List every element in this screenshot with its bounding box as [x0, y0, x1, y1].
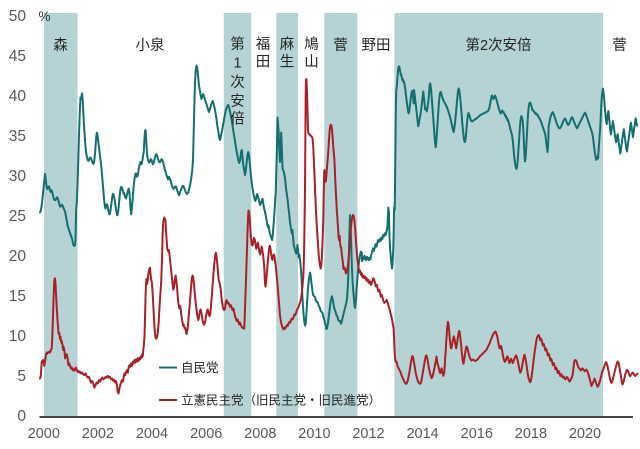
- svg-text:2018: 2018: [515, 426, 547, 442]
- svg-text:2002: 2002: [82, 426, 114, 442]
- svg-text:小泉: 小泉: [136, 37, 165, 54]
- svg-text:25: 25: [9, 208, 26, 225]
- svg-text:5: 5: [17, 368, 26, 385]
- svg-text:2014: 2014: [406, 426, 438, 442]
- svg-text:1: 1: [233, 56, 241, 72]
- svg-text:2000: 2000: [28, 426, 60, 442]
- svg-text:野田: 野田: [362, 37, 391, 54]
- svg-text:2020: 2020: [569, 426, 601, 442]
- svg-text:菅: 菅: [333, 37, 348, 54]
- svg-text:0: 0: [17, 408, 26, 425]
- svg-text:2004: 2004: [136, 426, 168, 442]
- svg-text:2010: 2010: [298, 426, 330, 442]
- svg-text:30: 30: [9, 168, 27, 185]
- svg-text:45: 45: [9, 48, 26, 65]
- svg-text:森: 森: [53, 37, 68, 54]
- svg-text:10: 10: [9, 328, 27, 345]
- svg-text:麻: 麻: [280, 36, 295, 53]
- svg-text:2006: 2006: [190, 426, 222, 442]
- svg-text:倍: 倍: [230, 111, 245, 128]
- svg-text:第2次安倍: 第2次安倍: [465, 36, 531, 54]
- svg-text:菅: 菅: [612, 37, 627, 54]
- svg-text:20: 20: [9, 248, 27, 265]
- svg-text:生: 生: [280, 54, 295, 71]
- svg-text:第: 第: [230, 35, 245, 53]
- svg-text:2012: 2012: [352, 426, 384, 442]
- svg-text:40: 40: [9, 88, 27, 105]
- svg-text:15: 15: [9, 288, 26, 305]
- svg-text:50: 50: [9, 8, 27, 25]
- svg-text:福: 福: [256, 36, 271, 53]
- svg-text:田: 田: [256, 55, 271, 71]
- svg-text:鳩: 鳩: [304, 36, 319, 53]
- svg-text:山: 山: [304, 54, 319, 71]
- svg-text:次: 次: [230, 74, 245, 91]
- svg-text:35: 35: [9, 128, 26, 145]
- svg-text:自民党: 自民党: [181, 360, 219, 375]
- svg-text:安: 安: [230, 93, 245, 110]
- svg-text:立憲民主党（旧民主党・旧民進党）: 立憲民主党（旧民主党・旧民進党）: [181, 393, 381, 408]
- svg-text:%: %: [38, 9, 50, 24]
- svg-text:2016: 2016: [461, 426, 493, 442]
- svg-text:2008: 2008: [244, 426, 276, 442]
